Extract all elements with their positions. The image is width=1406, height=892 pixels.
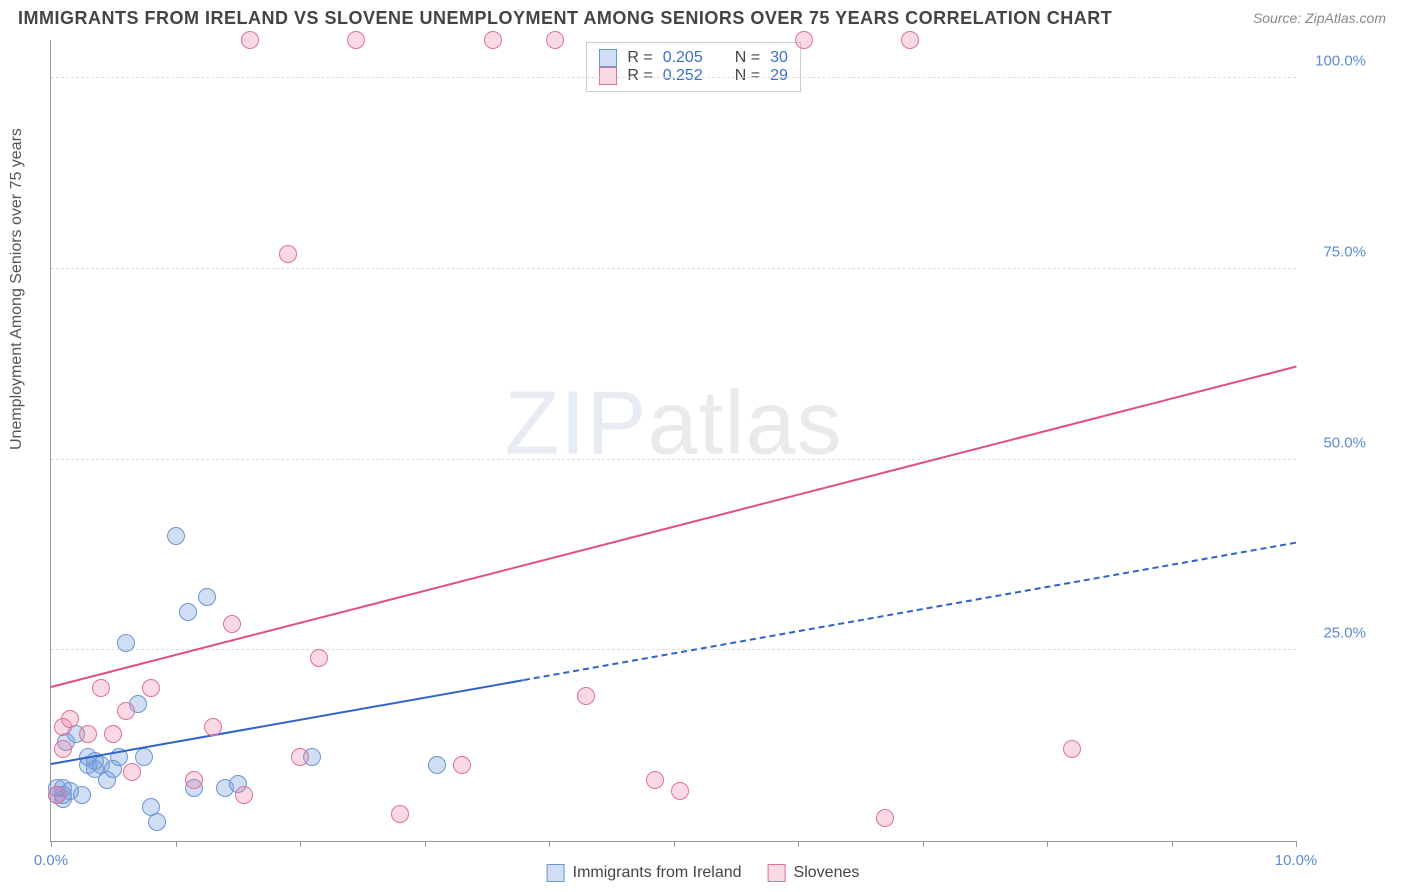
legend-r-label: R =: [627, 49, 652, 67]
data-point: [876, 809, 894, 827]
legend-swatch: [599, 67, 617, 85]
legend-n-value: 30: [770, 49, 788, 67]
data-point: [48, 786, 66, 804]
trend-line: [524, 542, 1296, 681]
gridline: [51, 77, 1296, 78]
series-legend: Immigrants from Ireland Slovenes: [547, 864, 860, 882]
data-point: [901, 31, 919, 49]
legend-row: R = 0.205 N = 30: [599, 49, 788, 67]
chart-title: IMMIGRANTS FROM IRELAND VS SLOVENE UNEMP…: [18, 8, 1112, 29]
data-point: [241, 31, 259, 49]
data-point: [391, 805, 409, 823]
data-point: [291, 748, 309, 766]
x-tick: [1047, 841, 1048, 847]
legend-swatch: [547, 864, 565, 882]
watermark: ZIPatlas: [504, 373, 842, 476]
data-point: [117, 702, 135, 720]
y-tick-label: 25.0%: [1306, 625, 1366, 642]
source-text: Source: ZipAtlas.com: [1253, 10, 1386, 26]
data-point: [546, 31, 564, 49]
x-tick: [549, 841, 550, 847]
data-point: [347, 31, 365, 49]
data-point: [279, 245, 297, 263]
legend-r-value: 0.252: [663, 67, 703, 85]
data-point: [123, 763, 141, 781]
data-point: [104, 725, 122, 743]
data-point: [54, 740, 72, 758]
data-point: [142, 679, 160, 697]
legend-swatch: [599, 49, 617, 67]
y-tick-label: 50.0%: [1306, 434, 1366, 451]
data-point: [204, 718, 222, 736]
gridline: [51, 459, 1296, 460]
data-point: [223, 615, 241, 633]
data-point: [92, 679, 110, 697]
legend-label: Immigrants from Ireland: [573, 864, 742, 882]
data-point: [135, 748, 153, 766]
legend-r-value: 0.205: [663, 49, 703, 67]
legend-n-value: 29: [770, 67, 788, 85]
y-tick-label: 75.0%: [1306, 243, 1366, 260]
x-tick: [923, 841, 924, 847]
legend-label: Slovenes: [794, 864, 860, 882]
data-point: [235, 786, 253, 804]
data-point: [646, 771, 664, 789]
data-point: [61, 710, 79, 728]
scatter-plot: ZIPatlas R =0.205N =30R =0.252N =29 25.0…: [50, 40, 1296, 842]
x-tick: [1296, 841, 1297, 847]
x-tick: [300, 841, 301, 847]
x-tick: [176, 841, 177, 847]
data-point: [428, 756, 446, 774]
y-axis-label: Unemployment Among Seniors over 75 years: [8, 128, 26, 450]
legend-item: Slovenes: [768, 864, 860, 882]
data-point: [148, 813, 166, 831]
data-point: [79, 725, 97, 743]
data-point: [167, 527, 185, 545]
x-tick: [51, 841, 52, 847]
legend-item: Immigrants from Ireland: [547, 864, 742, 882]
data-point: [185, 771, 203, 789]
x-tick: [674, 841, 675, 847]
trend-line: [51, 679, 524, 765]
data-point: [484, 31, 502, 49]
correlation-legend: R = 0.205 N = 30 R = 0.252 N = 29: [586, 42, 801, 92]
data-point: [198, 588, 216, 606]
data-point: [795, 31, 813, 49]
x-tick: [1172, 841, 1173, 847]
legend-n-label: N =: [735, 67, 760, 85]
data-point: [671, 782, 689, 800]
data-point: [117, 634, 135, 652]
gridline: [51, 649, 1296, 650]
data-point: [577, 687, 595, 705]
data-point: [179, 603, 197, 621]
x-tick: [798, 841, 799, 847]
x-tick-label: 0.0%: [34, 852, 68, 869]
data-point: [1063, 740, 1081, 758]
legend-r-label: R =: [627, 67, 652, 85]
data-point: [453, 756, 471, 774]
legend-swatch: [768, 864, 786, 882]
data-point: [310, 649, 328, 667]
data-point: [73, 786, 91, 804]
gridline: [51, 268, 1296, 269]
trend-line: [51, 366, 1296, 688]
legend-row: R = 0.252 N = 29: [599, 67, 788, 85]
x-tick: [425, 841, 426, 847]
x-tick-label: 10.0%: [1275, 852, 1318, 869]
legend-n-label: N =: [735, 49, 760, 67]
y-tick-label: 100.0%: [1306, 53, 1366, 70]
